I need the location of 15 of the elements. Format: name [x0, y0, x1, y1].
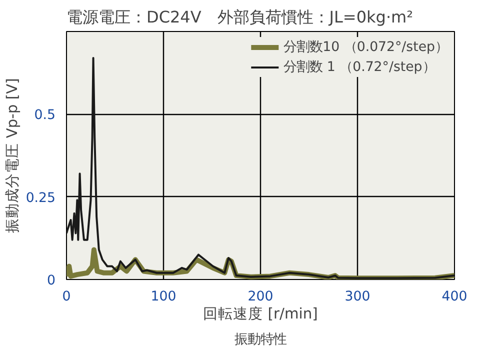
x-axis-title: 回転速度 [r/min]: [203, 306, 318, 322]
line-series: [66, 56, 454, 280]
chart-title: 電源電圧：DC24V 外部負荷慣性：JL=0kg·m²: [66, 8, 414, 26]
y-tick-label: 0.25: [26, 190, 56, 206]
x-tick-label: 400: [442, 290, 468, 304]
legend-label: 分割数 1 （0.72°/step）: [284, 58, 436, 76]
x-tick-label: 100: [150, 290, 176, 304]
y-tick-label: 0: [47, 274, 56, 288]
x-tick-label: 200: [248, 290, 274, 304]
y-tick-label: 0.5: [34, 108, 56, 124]
text: 振動特性: [234, 332, 286, 348]
y-axis-title: 振動成分電圧 Vp-p [V]: [4, 78, 21, 233]
legend-label: 分割数10 （0.072°/step）: [284, 38, 448, 56]
x-tick-label: 300: [344, 290, 370, 304]
x-tick-label: 0: [62, 290, 71, 304]
